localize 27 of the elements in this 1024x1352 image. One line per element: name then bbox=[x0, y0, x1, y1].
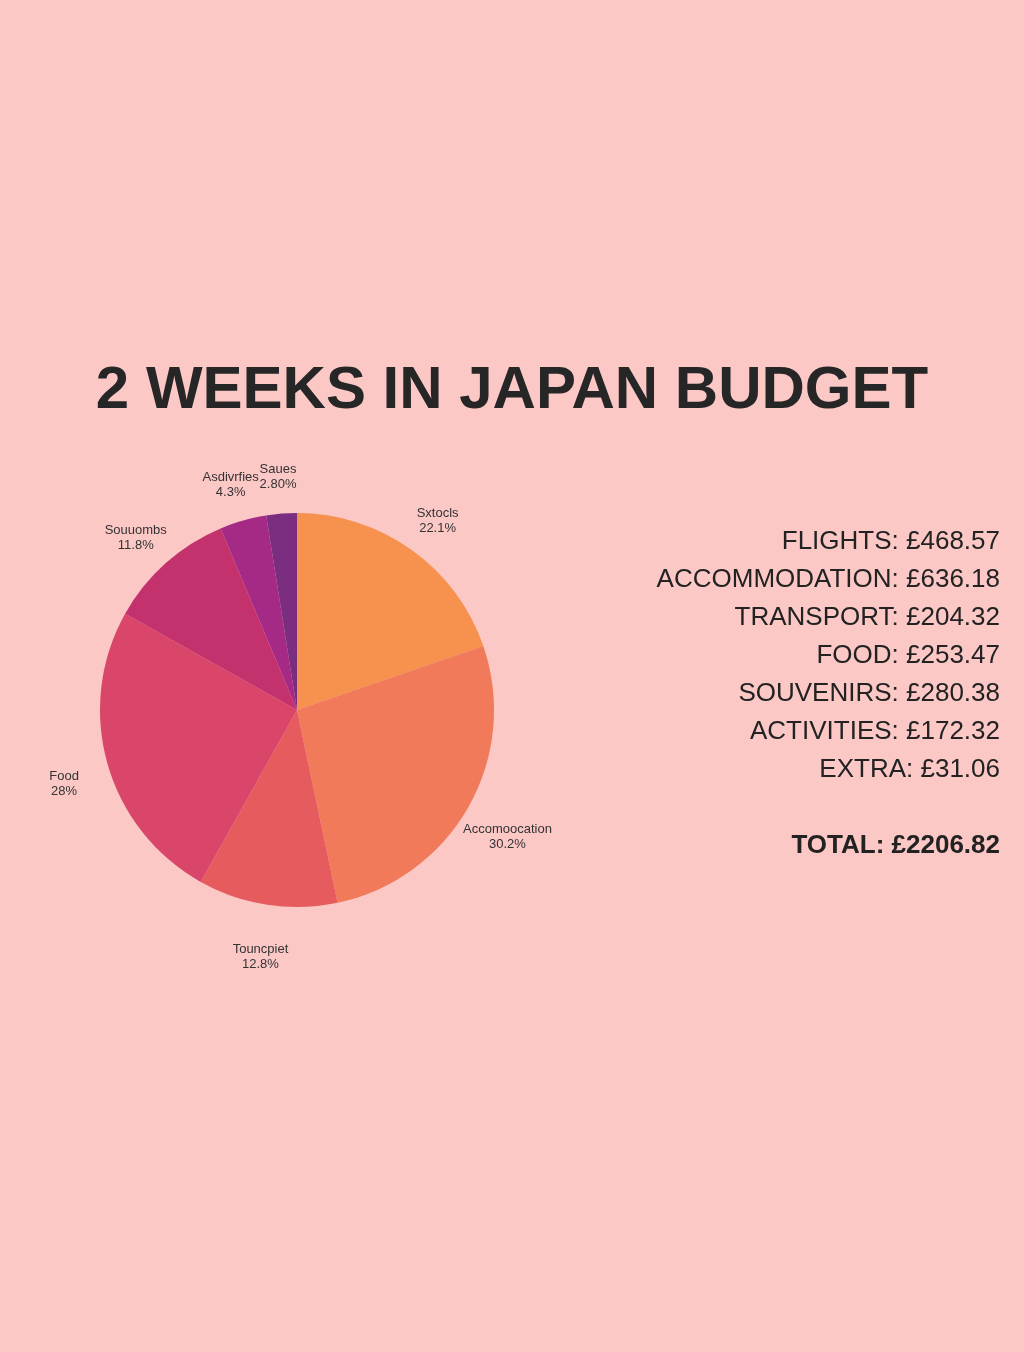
pie-slice bbox=[100, 613, 297, 882]
slice-label: Touncpiet bbox=[232, 941, 289, 957]
pie-slice bbox=[266, 513, 297, 710]
data-label: 11.8% bbox=[117, 536, 155, 552]
text: FLIGHTS: £468.57 bbox=[781, 525, 1000, 555]
data-label: 30.2% bbox=[489, 836, 527, 852]
text: ACCOMMODATION: £636.18 bbox=[656, 563, 1000, 593]
pie-slice bbox=[200, 710, 338, 907]
data-label: 2.80% bbox=[259, 475, 297, 491]
slice-label: Food bbox=[49, 767, 79, 783]
data-label: 4.3% bbox=[215, 484, 246, 500]
data-label: 28% bbox=[51, 782, 78, 798]
chart-title: 2 WEEKS IN JAPAN BUDGET bbox=[95, 354, 929, 421]
text: TRANSPORT: £204.32 bbox=[734, 601, 1000, 631]
text: SOUVENIRS: £280.38 bbox=[738, 677, 1000, 707]
text: TOTAL: £2206.82 bbox=[791, 829, 1000, 859]
slice-label: Saues bbox=[259, 460, 297, 476]
text: EXTRA: £31.06 bbox=[819, 753, 1000, 783]
slice-label: Asdivrfies bbox=[202, 469, 260, 485]
slice-label: Sxtocls bbox=[416, 505, 460, 521]
slice-label: Accomoocation bbox=[463, 821, 552, 837]
data-label: 12.8% bbox=[242, 956, 280, 972]
text: FOOD: £253.47 bbox=[816, 639, 1000, 669]
text: ACTIVITIES: £172.32 bbox=[749, 715, 1000, 745]
data-label: 22.1% bbox=[419, 520, 457, 536]
pie-slice bbox=[220, 515, 297, 710]
slice-label: Souuombs bbox=[104, 521, 168, 537]
